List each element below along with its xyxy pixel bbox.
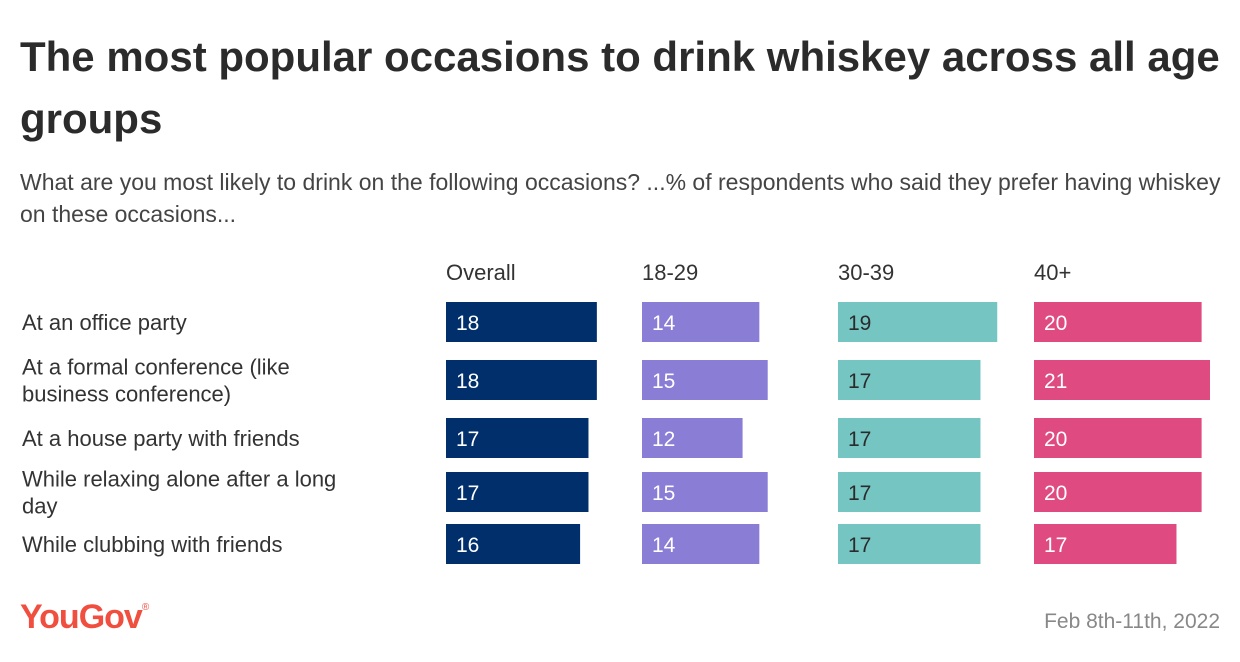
- bar-2-2: [838, 418, 981, 458]
- chart-title: The most popular occasions to drink whis…: [20, 33, 1220, 142]
- bar-label-0-3: 17: [456, 482, 479, 505]
- bar-0-1: [446, 360, 597, 400]
- bar-0-3: [446, 472, 589, 512]
- category-label-1: At a formal conference (like business con…: [22, 355, 290, 407]
- bar-1-2: [642, 418, 743, 458]
- bar-2-1: [838, 360, 981, 400]
- bar-label-3-2: 20: [1044, 428, 1067, 451]
- bar-2-0: [838, 302, 998, 342]
- bar-label-2-4: 17: [848, 534, 871, 557]
- bar-3-0: [1034, 302, 1202, 342]
- category-label-4: While clubbing with friends: [22, 532, 282, 557]
- category-label-2: At a house party with friends: [22, 426, 300, 451]
- bar-label-0-0: 18: [456, 312, 479, 335]
- bar-label-3-1: 21: [1044, 370, 1067, 393]
- bar-label-1-3: 15: [652, 482, 675, 505]
- series-header-2: 30-39: [838, 260, 894, 285]
- bar-label-1-2: 12: [652, 428, 675, 451]
- survey-date: Feb 8th-11th, 2022: [1044, 610, 1220, 633]
- bar-chart: Overall 18-29 30-39 40+ At an office party At…: [22, 260, 1210, 564]
- bar-1-0: [642, 302, 760, 342]
- bar-label-2-1: 17: [848, 370, 871, 393]
- bar-label-1-1: 15: [652, 370, 675, 393]
- bar-label-1-4: 14: [652, 534, 676, 557]
- bar-label-2-2: 17: [848, 428, 871, 451]
- bar-label-1-0: 14: [652, 312, 676, 335]
- series-header-3: 40+: [1034, 260, 1071, 285]
- series-header-1: 18-29: [642, 260, 698, 285]
- series-header-0: Overall: [446, 260, 516, 285]
- bar-3-3: [1034, 472, 1202, 512]
- bar-label-3-4: 17: [1044, 534, 1067, 557]
- category-label-0: At an office party: [22, 310, 187, 335]
- category-label-3: While relaxing alone after a long day: [22, 467, 336, 519]
- bar-1-4: [642, 524, 760, 564]
- bar-0-2: [446, 418, 589, 458]
- bar-1-1: [642, 360, 768, 400]
- bar-label-0-4: 16: [456, 534, 479, 557]
- bar-2-3: [838, 472, 981, 512]
- bar-0-0: [446, 302, 597, 342]
- bar-label-0-2: 17: [456, 428, 479, 451]
- bar-label-3-0: 20: [1044, 312, 1067, 335]
- bar-label-2-3: 17: [848, 482, 871, 505]
- bar-3-1: [1034, 360, 1210, 400]
- bar-label-0-1: 18: [456, 370, 479, 393]
- bar-label-2-0: 19: [848, 312, 871, 335]
- bar-3-2: [1034, 418, 1202, 458]
- bar-label-3-3: 20: [1044, 482, 1067, 505]
- bar-1-3: [642, 472, 768, 512]
- bar-0-4: [446, 524, 581, 564]
- chart-subtitle: What are you most likely to drink on the…: [20, 169, 1221, 227]
- yougov-logo: YouGov®: [20, 598, 149, 636]
- bar-2-4: [838, 524, 981, 564]
- bar-3-4: [1034, 524, 1177, 564]
